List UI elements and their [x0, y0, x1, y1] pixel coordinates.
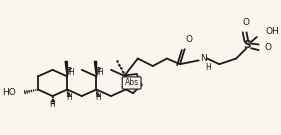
- FancyBboxPatch shape: [122, 77, 141, 89]
- Text: S: S: [244, 40, 251, 50]
- Text: Abs: Abs: [124, 78, 139, 87]
- Text: H: H: [205, 63, 211, 72]
- Text: H: H: [66, 92, 72, 102]
- Text: O: O: [185, 36, 192, 45]
- Text: N: N: [201, 54, 207, 63]
- Polygon shape: [94, 61, 97, 76]
- Text: H: H: [50, 100, 55, 109]
- Text: H: H: [68, 68, 74, 77]
- Text: HO: HO: [2, 88, 15, 97]
- Text: O: O: [264, 43, 271, 52]
- Text: O: O: [242, 18, 249, 27]
- Polygon shape: [65, 61, 67, 76]
- Text: OH: OH: [265, 27, 279, 36]
- Text: H: H: [97, 68, 103, 77]
- Text: H: H: [96, 92, 101, 102]
